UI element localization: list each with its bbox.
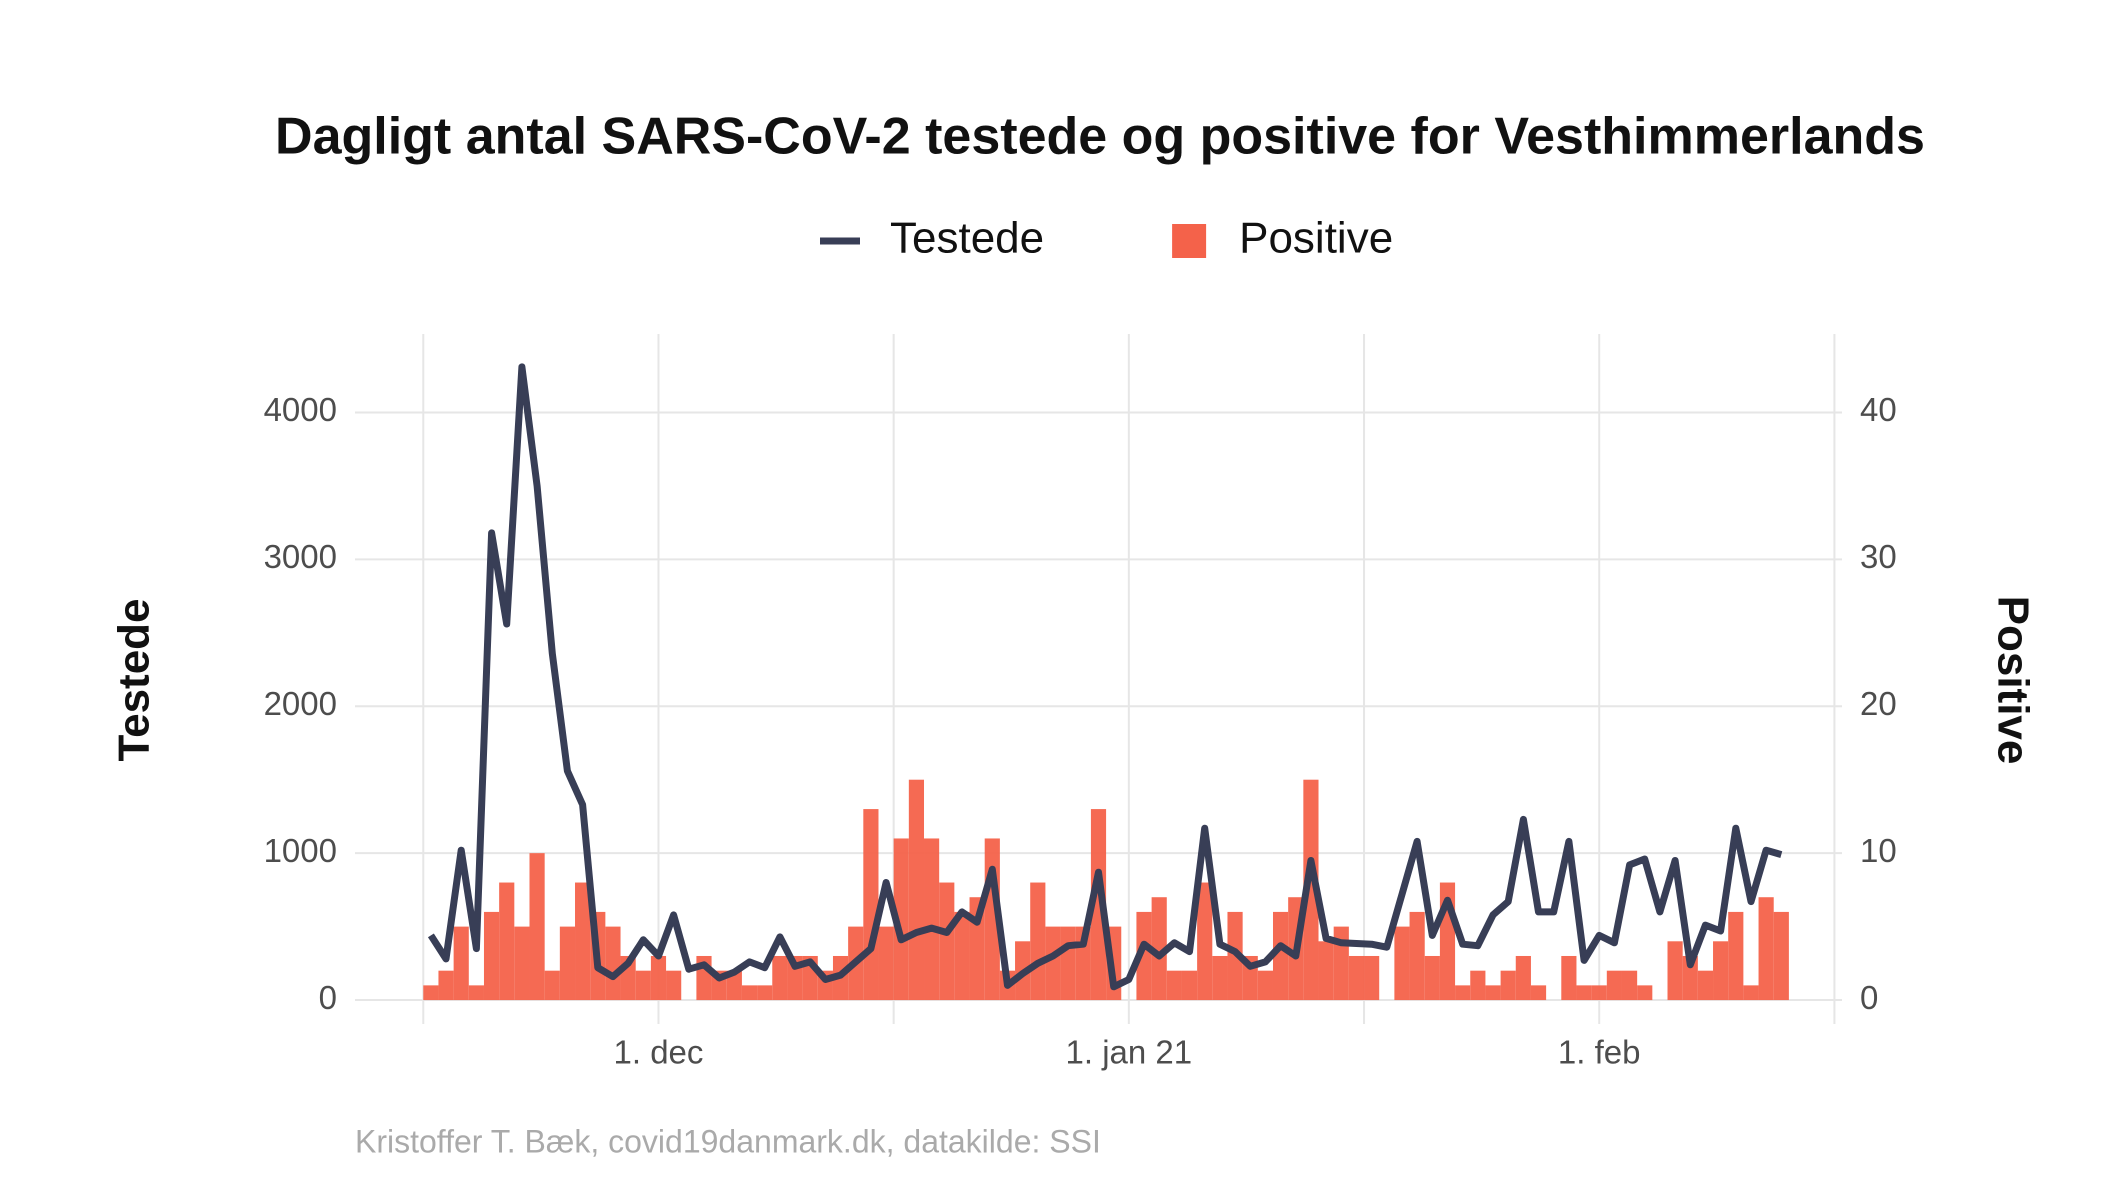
bar bbox=[514, 926, 530, 1001]
bar bbox=[1637, 985, 1653, 1001]
y2-tick-label: 10 bbox=[1860, 832, 1897, 869]
caption: Kristoffer T. Bæk, covid19danmark.dk, da… bbox=[355, 1123, 1101, 1159]
bar bbox=[924, 838, 940, 1001]
bar bbox=[757, 985, 773, 1001]
bar bbox=[939, 882, 955, 1001]
y2-tick-label: 20 bbox=[1860, 685, 1897, 722]
bar bbox=[1515, 955, 1531, 1001]
bar bbox=[1667, 941, 1683, 1001]
bar bbox=[575, 882, 591, 1001]
bar bbox=[1257, 970, 1273, 1001]
bar bbox=[893, 838, 909, 1001]
bar bbox=[650, 955, 667, 1001]
x-tick-label: 1. dec bbox=[614, 1034, 704, 1071]
bar bbox=[1394, 926, 1410, 1001]
bar bbox=[1500, 970, 1516, 1001]
y-axis-title: Testede bbox=[110, 598, 159, 761]
bar bbox=[1576, 985, 1592, 1001]
bar bbox=[438, 970, 454, 1001]
bar bbox=[1530, 985, 1547, 1001]
bar bbox=[1606, 970, 1622, 1001]
bar bbox=[1455, 985, 1471, 1001]
y-tick-label: 3000 bbox=[264, 538, 337, 575]
legend-swatch bbox=[1172, 224, 1207, 258]
legend: Testede Positive bbox=[820, 214, 1393, 263]
bar bbox=[1197, 882, 1213, 1001]
y-tick-label: 4000 bbox=[264, 391, 337, 428]
bar bbox=[529, 853, 545, 1001]
bar bbox=[908, 779, 925, 1001]
bar bbox=[1470, 970, 1486, 1001]
bar bbox=[559, 926, 576, 1001]
bar bbox=[635, 970, 651, 1001]
chart-title: Dagligt antal SARS-CoV-2 testede og posi… bbox=[275, 108, 1925, 166]
bar bbox=[1591, 985, 1607, 1001]
bar bbox=[1181, 970, 1198, 1001]
bar bbox=[1136, 911, 1152, 1001]
y2-tick-label: 0 bbox=[1860, 979, 1878, 1016]
bar bbox=[423, 985, 439, 1001]
bar bbox=[1697, 970, 1714, 1001]
bar bbox=[499, 882, 515, 1001]
y2-tick-label: 30 bbox=[1860, 538, 1897, 575]
bar bbox=[1728, 911, 1744, 1001]
bar bbox=[468, 985, 484, 1001]
bar bbox=[726, 970, 742, 1001]
bar bbox=[483, 911, 500, 1001]
bar bbox=[1045, 926, 1061, 1001]
bar bbox=[1364, 955, 1380, 1001]
bar bbox=[605, 926, 621, 1001]
legend-label: Testede bbox=[890, 214, 1044, 263]
bar bbox=[1348, 955, 1365, 1001]
y-tick-label: 2000 bbox=[264, 685, 337, 722]
x-tick-label: 1. jan 21 bbox=[1066, 1034, 1193, 1071]
bar bbox=[544, 970, 560, 1001]
bar bbox=[1409, 911, 1425, 1001]
bar bbox=[1758, 897, 1774, 1001]
bar bbox=[666, 970, 682, 1001]
bar bbox=[878, 926, 894, 1001]
bar bbox=[1713, 941, 1729, 1001]
y2-axis-title: Positive bbox=[1988, 596, 2037, 765]
bar bbox=[1424, 955, 1440, 1001]
bar bbox=[1303, 779, 1319, 1001]
y-tick-label: 0 bbox=[319, 979, 337, 1016]
line bbox=[427, 363, 1783, 991]
bar bbox=[1743, 985, 1759, 1001]
bar bbox=[772, 955, 788, 1001]
x-tick-label: 1. feb bbox=[1558, 1034, 1641, 1071]
bar bbox=[1318, 941, 1334, 1001]
bar bbox=[1060, 926, 1076, 1001]
bar bbox=[1773, 911, 1789, 1001]
bar bbox=[863, 809, 879, 1001]
bar bbox=[1272, 911, 1289, 1001]
bar bbox=[1621, 970, 1638, 1001]
y2-tick-label: 40 bbox=[1860, 391, 1897, 428]
legend-label: Positive bbox=[1239, 214, 1393, 263]
bar bbox=[1485, 985, 1501, 1001]
bar bbox=[954, 911, 970, 1001]
y-tick-label: 1000 bbox=[264, 832, 337, 869]
bar bbox=[1212, 955, 1228, 1001]
bar bbox=[1166, 970, 1182, 1001]
bar bbox=[1151, 897, 1167, 1001]
bar bbox=[1682, 955, 1698, 1001]
bar bbox=[1030, 882, 1046, 1001]
bar bbox=[453, 926, 469, 1001]
bar bbox=[741, 985, 758, 1001]
bar bbox=[1561, 955, 1577, 1001]
bar bbox=[1090, 809, 1107, 1001]
